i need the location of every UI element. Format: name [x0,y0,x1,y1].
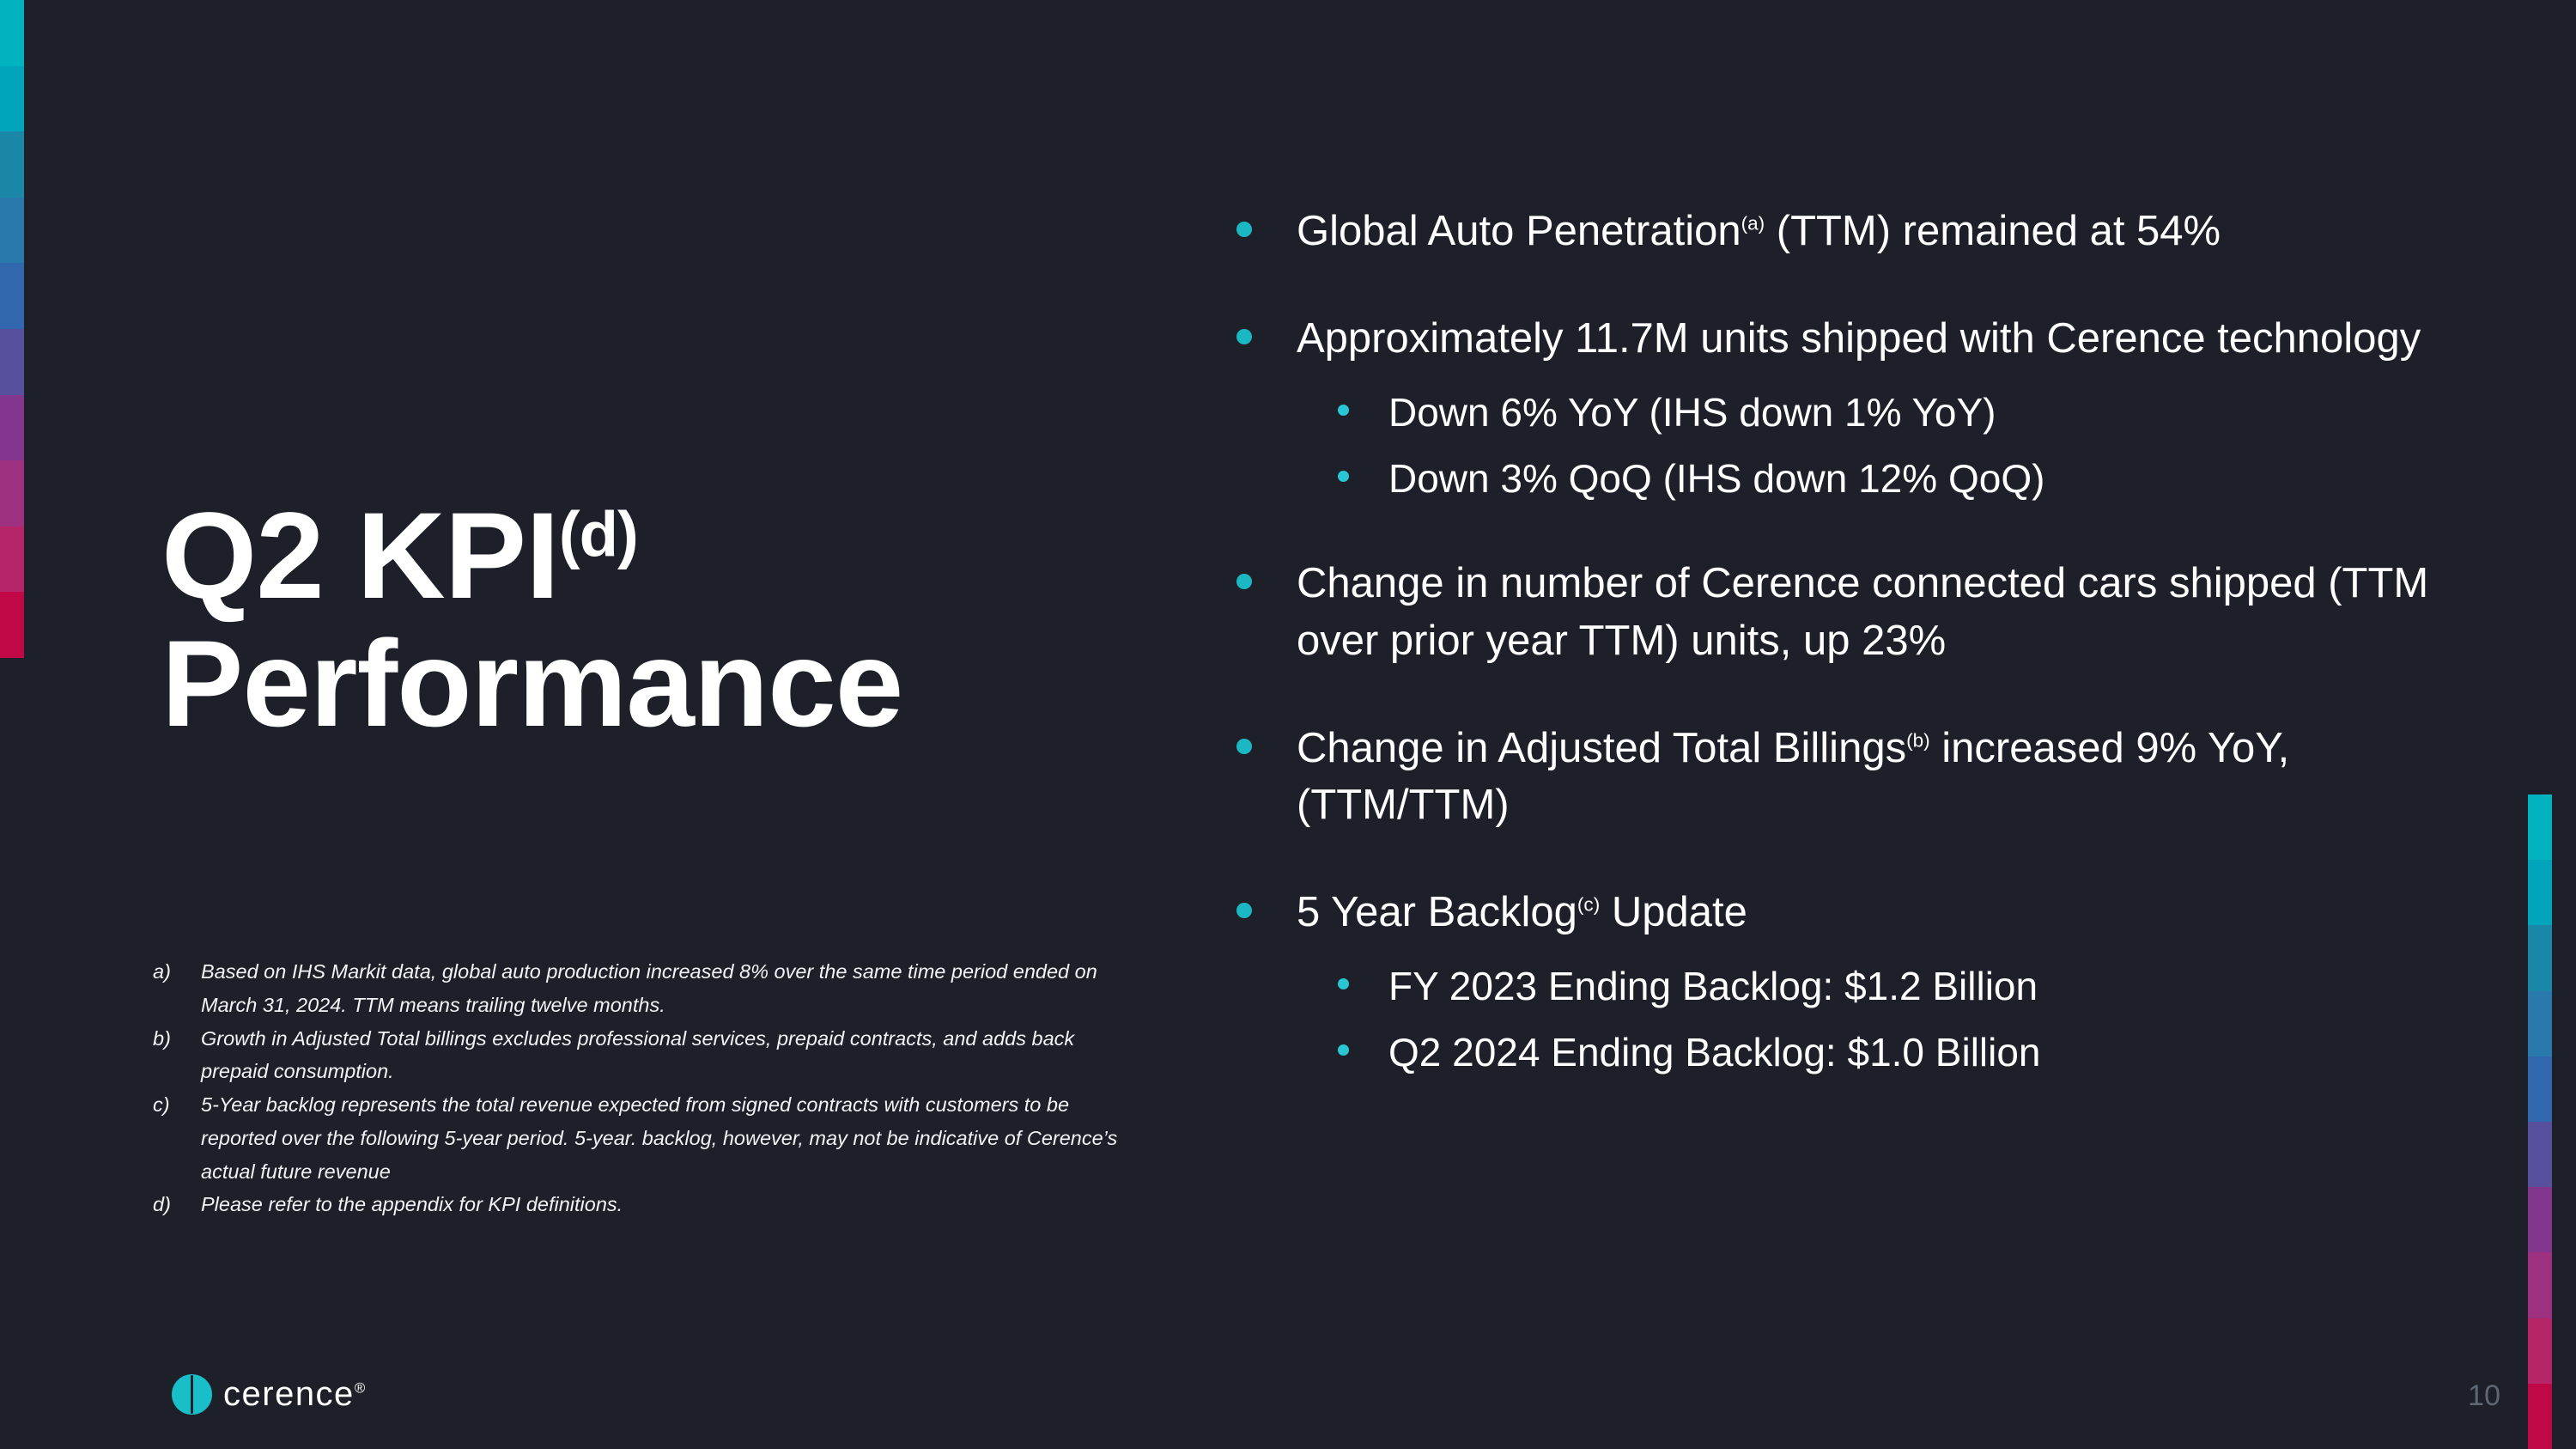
subbullet-text: Q2 2024 Ending Backlog: $1.0 Billion [1388,1030,2041,1075]
stripe-segment-3 [0,197,24,264]
footnote-marker: d) [153,1193,171,1216]
footnote-text: Based on IHS Markit data, global auto pr… [201,960,1097,1016]
stripe-segment-9 [0,592,24,658]
bullet-text: Change in Adjusted Total Billings(b) inc… [1297,720,2456,834]
bullet-item: Global Auto Penetration(a) (TTM) remaine… [1236,203,2456,260]
bullet-text-tail: (TTM) remained at 54% [1765,208,2221,254]
bullet-dot-icon [1236,902,1252,918]
stripe-segment-0 [2528,795,2552,861]
footnote-list: a) Based on IHS Markit data, global auto … [153,955,1132,1221]
bullet-body: Global Auto Penetration(a) (TTM) remaine… [1252,203,2456,260]
left-gradient-stripe [0,0,24,658]
page-title: Q2 KPI(d) Performance [161,492,1123,752]
bullet-item: Approximately 11.7M units shipped with C… [1236,310,2456,506]
bullet-body: Approximately 11.7M units shipped with C… [1252,310,2456,506]
bullet-item: 5 Year Backlog(c) Update FY 2023 Ending B… [1236,884,2456,1080]
subbullet-item: Down 3% QoQ (IHS down 12% QoQ) [1297,452,2456,506]
bullet-item: Change in Adjusted Total Billings(b) inc… [1236,720,2456,834]
bullet-body: 5 Year Backlog(c) Update FY 2023 Ending B… [1252,884,2456,1080]
cerence-logo: cerence® [172,1374,367,1415]
subbullet-dot-icon [1338,405,1349,417]
footnote-text: 5-Year backlog represents the total reve… [201,1093,1118,1183]
subbullet-text: Down 3% QoQ (IHS down 12% QoQ) [1388,455,2045,501]
bullet-superscript: (a) [1741,212,1765,234]
cerence-logo-mark-icon [172,1374,212,1415]
bullet-text-main: Approximately 11.7M units shipped with C… [1297,314,2421,362]
bullet-text-main: Global Auto Penetration [1297,208,1741,254]
footnote-marker: a) [153,960,171,983]
footnote-text: Please refer to the appendix for KPI def… [201,1193,623,1216]
bullet-text-tail: Update [1600,888,1747,935]
bullet-superscript: (b) [1906,729,1930,752]
bullet-superscript: (c) [1577,893,1601,916]
subbullet-item: Down 6% YoY (IHS down 1% YoY) [1297,386,2456,440]
bullet-dot-icon [1236,222,1252,237]
footnote-item: b) Growth in Adjusted Total billings excl… [153,1022,1132,1089]
bullet-text: Change in number of Cerence connected ca… [1297,555,2456,669]
stripe-segment-8 [2528,1318,2552,1384]
bullet-text: 5 Year Backlog(c) Update [1297,884,2456,941]
bullet-text-main: 5 Year Backlog [1297,888,1577,935]
bullet-body: Change in number of Cerence connected ca… [1252,555,2456,669]
stripe-segment-0 [0,0,24,66]
stripe-segment-2 [2528,925,2552,991]
subbullet-text: FY 2023 Ending Backlog: $1.2 Billion [1388,964,2038,1009]
stripe-segment-8 [0,526,24,593]
stripe-segment-7 [0,460,24,527]
footnote-item: c) 5-Year backlog represents the total re… [153,1088,1132,1188]
stripe-segment-6 [0,394,24,461]
bullet-text-main: Change in Adjusted Total Billings [1297,724,1907,771]
bullet-text-tail: increased 9% YoY, (TTM/TTM) [1297,724,2290,829]
left-column: Q2 KPI(d) Performance a) Based on IHS Mar… [153,0,1132,1449]
bullet-text: Approximately 11.7M units shipped with C… [1297,310,2456,368]
stripe-segment-5 [2528,1122,2552,1188]
subbullet-list: FY 2023 Ending Backlog: $1.2 Billion Q2 2… [1297,959,2456,1079]
footnote-text: Growth in Adjusted Total billings exclud… [201,1026,1075,1083]
bullet-dot-icon [1236,574,1252,590]
stripe-segment-5 [0,328,24,395]
subbullet-dot-icon [1338,470,1349,482]
subbullet-item: Q2 2024 Ending Backlog: $1.0 Billion [1297,1026,2456,1080]
footnote-marker: c) [153,1093,170,1117]
bullet-dot-icon [1236,738,1252,754]
stripe-segment-9 [2528,1383,2552,1449]
bullet-item: Change in number of Cerence connected ca… [1236,555,2456,669]
stripe-segment-1 [2528,860,2552,926]
subbullet-dot-icon [1338,978,1349,990]
stripe-segment-3 [2528,990,2552,1056]
stripe-segment-6 [2528,1187,2552,1253]
footnote-item: a) Based on IHS Markit data, global auto … [153,955,1132,1022]
page-number: 10 [2468,1379,2500,1412]
footnote-marker: b) [153,1026,171,1050]
footnote-item: d) Please refer to the appendix for KPI d… [153,1188,1132,1221]
bullet-dot-icon [1236,328,1252,344]
stripe-segment-4 [0,263,24,329]
subbullet-list: Down 6% YoY (IHS down 1% YoY) Down 3% QoQ… [1297,386,2456,505]
page-title-superscript: (d) [558,498,639,570]
stripe-segment-1 [0,65,24,132]
cerence-wordmark-text: cerence [223,1375,355,1413]
stripe-segment-4 [2528,1056,2552,1123]
bullet-body: Change in Adjusted Total Billings(b) inc… [1252,720,2456,834]
cerence-wordmark: cerence® [223,1375,367,1414]
stripe-segment-7 [2528,1252,2552,1318]
subbullet-dot-icon [1338,1044,1349,1056]
bullet-list: Global Auto Penetration(a) (TTM) remaine… [1236,203,2456,1080]
subbullet-item: FY 2023 Ending Backlog: $1.2 Billion [1297,959,2456,1014]
subbullet-text: Down 6% YoY (IHS down 1% YoY) [1388,390,1996,435]
right-gradient-stripe [2528,795,2552,1449]
bullet-text-main: Change in number of Cerence connected ca… [1297,560,2429,664]
bullet-text: Global Auto Penetration(a) (TTM) remaine… [1297,203,2456,260]
stripe-segment-2 [0,131,24,198]
page-title-line-2: Performance [161,615,903,752]
registered-trademark-icon: ® [354,1379,367,1397]
page-title-line-1: Q2 KPI [161,487,560,624]
